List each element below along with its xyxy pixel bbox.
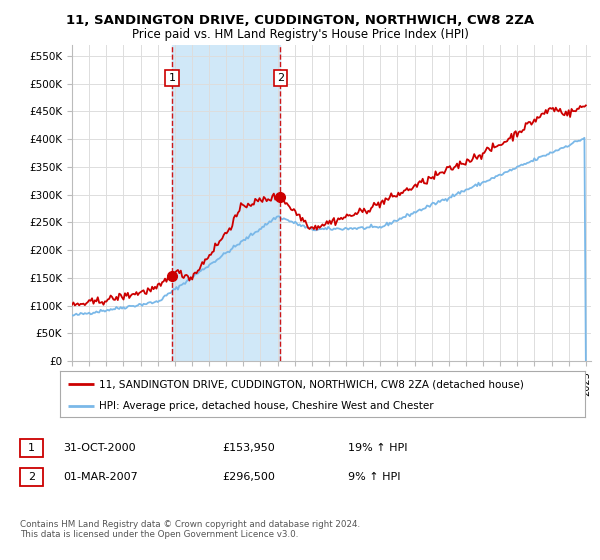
Text: 1: 1 [28, 443, 35, 453]
Text: Price paid vs. HM Land Registry's House Price Index (HPI): Price paid vs. HM Land Registry's House … [131, 28, 469, 41]
Text: 31-OCT-2000: 31-OCT-2000 [63, 443, 136, 453]
Text: 2: 2 [277, 73, 284, 83]
Text: 1: 1 [169, 73, 175, 83]
Text: 2: 2 [28, 472, 35, 482]
Text: 9% ↑ HPI: 9% ↑ HPI [348, 472, 401, 482]
Text: 19% ↑ HPI: 19% ↑ HPI [348, 443, 407, 453]
Text: Contains HM Land Registry data © Crown copyright and database right 2024.
This d: Contains HM Land Registry data © Crown c… [20, 520, 360, 539]
Text: £296,500: £296,500 [222, 472, 275, 482]
Text: 11, SANDINGTON DRIVE, CUDDINGTON, NORTHWICH, CW8 2ZA: 11, SANDINGTON DRIVE, CUDDINGTON, NORTHW… [66, 14, 534, 27]
Text: 11, SANDINGTON DRIVE, CUDDINGTON, NORTHWICH, CW8 2ZA (detached house): 11, SANDINGTON DRIVE, CUDDINGTON, NORTHW… [100, 379, 524, 389]
Text: HPI: Average price, detached house, Cheshire West and Chester: HPI: Average price, detached house, Ches… [100, 401, 434, 410]
Bar [172, 45, 280, 361]
Text: 01-MAR-2007: 01-MAR-2007 [63, 472, 138, 482]
Text: £153,950: £153,950 [222, 443, 275, 453]
